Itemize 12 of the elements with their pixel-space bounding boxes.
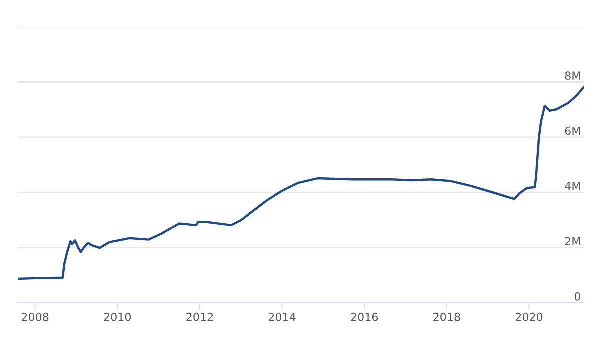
y-tick-label: 4M <box>565 182 580 190</box>
x-tick-label: 2016 <box>351 312 378 322</box>
y-tick-label: 8M <box>565 72 580 80</box>
y-tick-label: 6M <box>565 126 580 136</box>
x-tick-label: 2010 <box>104 312 132 322</box>
x-tick-label: 2020 <box>516 312 543 322</box>
y-tick-label: 0 <box>574 292 580 301</box>
x-tick-label: 2012 <box>186 312 213 322</box>
x-tick-label: 2018 <box>434 312 460 322</box>
x-tick-label: 2014 <box>268 312 296 322</box>
x-tick-label: 2008 <box>22 312 49 322</box>
y-tick-label: 2M <box>565 237 580 246</box>
